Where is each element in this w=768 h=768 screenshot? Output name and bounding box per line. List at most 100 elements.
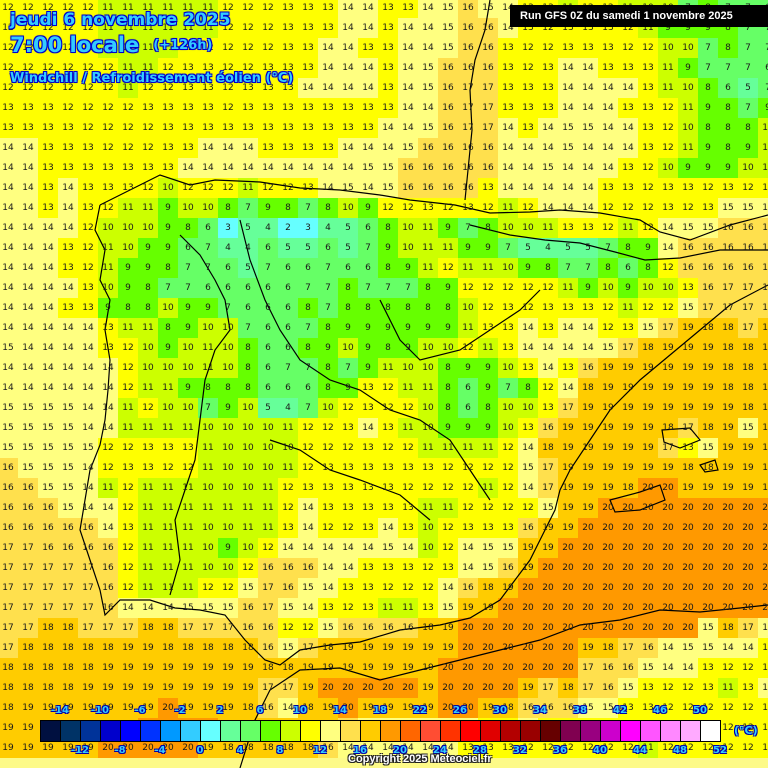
grid-value: 16 (42, 523, 54, 533)
colorbar-swatch (101, 721, 121, 741)
grid-value: 12 (502, 463, 514, 473)
grid-value: 12 (102, 203, 114, 213)
grid-value: 14 (602, 163, 614, 173)
grid-value: 12 (482, 303, 494, 313)
grid-value: 9 (225, 543, 231, 553)
grid-value: 15 (202, 603, 214, 613)
map-cell (178, 98, 198, 118)
grid-value: 10 (102, 223, 114, 233)
grid-value: 7 (705, 43, 711, 53)
grid-value: 12 (502, 483, 514, 493)
map-cell (638, 58, 658, 78)
map-cell (78, 118, 98, 138)
map-cell (598, 38, 618, 58)
grid-value: 13 (342, 583, 354, 593)
grid-value: 15 (422, 63, 434, 73)
grid-value: 18 (242, 643, 254, 653)
map-cell (158, 0, 178, 18)
map-cell (438, 58, 458, 78)
grid-value: 10 (462, 303, 474, 313)
grid-value: 12 (342, 523, 354, 533)
grid-value: 12 (602, 303, 614, 313)
colorbar-label-bottom: -4 (154, 745, 166, 756)
grid-value: 13 (162, 103, 174, 113)
map-cell (658, 158, 678, 178)
grid-value: 12 (102, 443, 114, 453)
map-cell (138, 58, 158, 78)
grid-value: 12 (542, 43, 554, 53)
grid-value: 17 (462, 103, 474, 113)
grid-value: 13 (762, 723, 768, 733)
grid-value: 12 (462, 343, 474, 353)
grid-value: 15 (22, 463, 34, 473)
grid-value: 11 (242, 183, 254, 193)
grid-value: 15 (702, 443, 714, 453)
map-cell (58, 58, 78, 78)
map-cell (38, 118, 58, 138)
map-cell (378, 0, 398, 18)
grid-value: 15 (702, 223, 714, 233)
grid-value: 14 (322, 83, 334, 93)
map-cell (138, 98, 158, 118)
grid-value: 10 (242, 463, 254, 473)
map-cell (418, 158, 438, 178)
grid-value: 12 (142, 123, 154, 133)
grid-value: 12 (742, 183, 754, 193)
grid-value: 10 (402, 243, 414, 253)
map-cell (238, 0, 258, 18)
map-cell (158, 78, 178, 98)
grid-value: 13 (302, 43, 314, 53)
map-cell (578, 118, 598, 138)
grid-value: 13 (482, 183, 494, 193)
grid-value: 14 (62, 343, 74, 353)
grid-value: 8 (245, 383, 251, 393)
grid-value: 14 (222, 143, 234, 153)
grid-value: 16 (422, 163, 434, 173)
grid-value: 10 (102, 283, 114, 293)
colorbar-swatch (181, 721, 201, 741)
map-cell (18, 58, 38, 78)
grid-value: 11 (482, 483, 494, 493)
map-cell (98, 38, 118, 58)
grid-value: 13 (562, 223, 574, 233)
grid-value: 10 (682, 83, 694, 93)
grid-value: 14 (522, 443, 534, 453)
map-cell (458, 78, 478, 98)
map-cell (0, 58, 18, 78)
grid-value: 7 (345, 363, 351, 373)
grid-value: 10 (182, 363, 194, 373)
grid-value: 20 (662, 523, 674, 533)
map-cell (18, 18, 38, 38)
colorbar-label-bottom: -8 (114, 745, 126, 756)
grid-value: 19 (22, 723, 34, 733)
forecast-time: 7:00 locale (+126h) (10, 33, 212, 57)
grid-value: 7 (765, 83, 768, 93)
grid-value: 13 (642, 123, 654, 133)
grid-value: 16 (482, 143, 494, 153)
grid-value: 12 (102, 143, 114, 153)
grid-value: 15 (402, 143, 414, 153)
grid-value: 13 (382, 3, 394, 13)
grid-value: 12 (222, 43, 234, 53)
grid-value: 8 (485, 403, 491, 413)
grid-value: 13 (302, 123, 314, 133)
grid-value: 15 (742, 203, 754, 213)
grid-value: 7 (245, 203, 251, 213)
grid-value: 13 (262, 143, 274, 153)
grid-value: 14 (82, 503, 94, 513)
grid-value: 13 (2, 123, 14, 133)
grid-value: 10 (142, 223, 154, 233)
grid-value: 14 (382, 523, 394, 533)
map-cell (498, 118, 518, 138)
grid-value: 12 (482, 283, 494, 293)
grid-value: 17 (62, 563, 74, 573)
grid-value: 14 (342, 43, 354, 53)
grid-value: 5 (585, 243, 591, 253)
grid-value: 18 (162, 643, 174, 653)
grid-value: 10 (222, 323, 234, 333)
map-cell (178, 18, 198, 38)
map-cell (318, 18, 338, 38)
grid-value: 2 (285, 223, 291, 233)
grid-value: 16 (422, 143, 434, 153)
grid-value: 13 (42, 123, 54, 133)
